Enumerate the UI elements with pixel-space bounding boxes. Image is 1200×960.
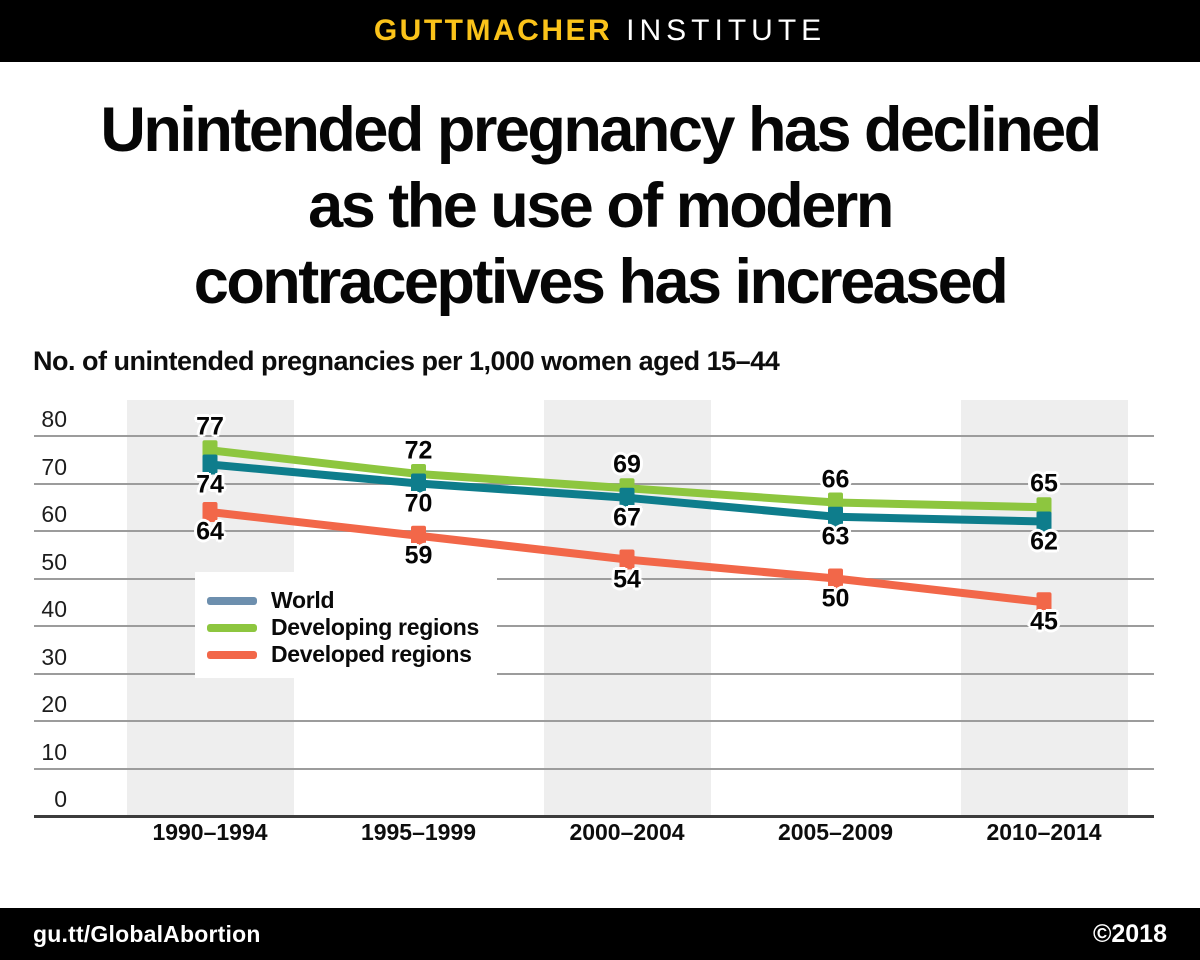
y-axis-tick-label: 80 <box>41 406 67 432</box>
footer-copyright: ©2018 <box>1092 919 1167 948</box>
x-axis-tick-label: 2005–2009 <box>777 819 894 845</box>
data-value-label: 54 <box>613 565 641 593</box>
header-bar: GUTTMACHER INSTITUTE <box>0 0 1200 62</box>
legend-item: Developing regions <box>195 614 497 641</box>
brand-institute: INSTITUTE <box>626 14 827 47</box>
data-value-label: 67 <box>613 503 641 532</box>
legend-label: World <box>271 587 335 613</box>
legend-swatch-icon <box>207 596 257 605</box>
chart-legend: World Developing regions Developed regions <box>195 572 497 678</box>
y-axis-tick-label: 60 <box>41 501 67 527</box>
shaded-column-band <box>543 400 711 816</box>
data-point-marker <box>828 506 843 527</box>
data-value-label: 59 <box>404 541 433 570</box>
legend-swatch-icon <box>207 650 257 659</box>
data-point-marker <box>828 568 843 589</box>
data-point-marker <box>1036 511 1052 532</box>
y-axis-tick-label: 40 <box>41 596 67 622</box>
y-axis-tick-label: 70 <box>41 453 67 480</box>
page-title: Unintended pregnancy has declined as the… <box>0 92 1200 320</box>
footer-bar: gu.tt/GlobalAbortion ©2018 <box>0 908 1200 960</box>
data-value-label: 77 <box>196 412 224 441</box>
data-value-label: 69 <box>613 450 641 479</box>
legend-label: Developing regions <box>271 614 480 640</box>
y-gridline <box>34 435 1154 437</box>
data-value-label: 45 <box>1030 607 1058 636</box>
data-point-marker <box>1036 592 1052 613</box>
data-value-label: 50 <box>821 584 850 612</box>
legend-item: World <box>195 587 497 614</box>
data-point-marker <box>619 487 635 508</box>
y-gridline <box>34 720 1154 722</box>
x-axis-tick-label: 2000–2004 <box>569 819 685 845</box>
y-gridline <box>34 577 1154 580</box>
y-axis-tick-label: 20 <box>41 691 67 717</box>
legend-label: Developed regions <box>271 641 472 667</box>
title-line-1: Unintended pregnancy has declined <box>100 95 1102 165</box>
data-value-label: 70 <box>404 489 433 517</box>
y-axis-tick-label: 10 <box>41 738 67 765</box>
data-point-marker <box>619 549 635 570</box>
chart-subtitle: No. of unintended pregnancies per 1,000 … <box>33 346 780 376</box>
line-chart: 80 70 60 50 40 30 20 10 0 1990–1994 1995–1999 2000–… <box>0 400 1200 870</box>
data-value-label: 63 <box>821 522 850 551</box>
data-point-marker <box>411 525 426 546</box>
data-value-label: 66 <box>821 465 850 493</box>
y-axis-tick-label: 30 <box>41 643 67 670</box>
y-axis-tick-label: 0 <box>54 786 67 812</box>
data-point-marker <box>411 473 426 494</box>
legend-swatch-icon <box>207 623 257 632</box>
data-point-marker <box>202 454 218 475</box>
footer-link[interactable]: gu.tt/GlobalAbortion <box>33 920 261 947</box>
title-line-3: contraceptives has increased <box>193 247 1009 317</box>
y-gridline <box>34 672 1154 675</box>
x-axis-tick-label: 1990–1994 <box>152 819 268 845</box>
data-value-label: 72 <box>404 436 433 465</box>
data-point-marker <box>202 502 218 522</box>
y-gridline <box>34 625 1154 627</box>
data-value-label: 62 <box>1030 527 1058 555</box>
x-axis-tick-label: 2010–2014 <box>986 819 1102 845</box>
data-value-label: 65 <box>1030 469 1058 498</box>
legend-item: Developed regions <box>195 641 497 668</box>
brand-guttmacher: GUTTMACHER <box>373 14 613 47</box>
y-gridline <box>34 530 1154 532</box>
x-axis-tick-label: 1995–1999 <box>360 819 477 845</box>
y-axis-tick-label: 50 <box>41 548 67 575</box>
title-line-2: as the use of modern <box>308 171 894 241</box>
x-axis-line <box>34 814 1154 818</box>
data-value-label: 64 <box>196 517 224 546</box>
data-value-label: 74 <box>196 470 224 498</box>
y-gridline <box>34 767 1154 770</box>
chart-plot-area <box>202 440 1052 613</box>
